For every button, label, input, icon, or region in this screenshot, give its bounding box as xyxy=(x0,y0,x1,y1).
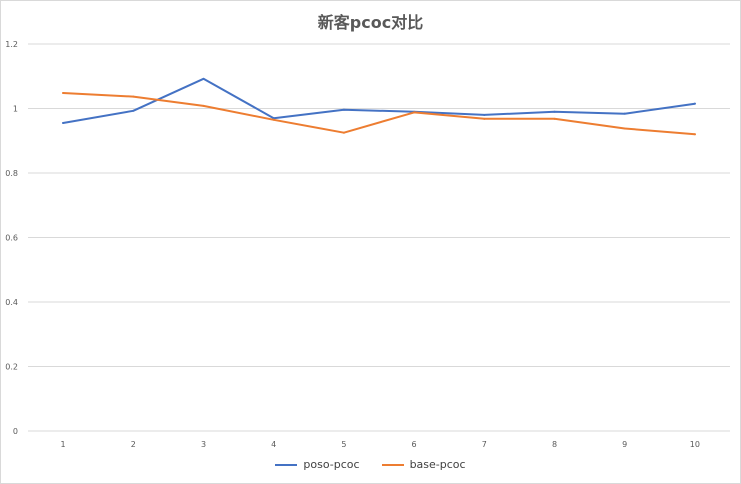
x-tick-label-9: 10 xyxy=(690,440,700,449)
x-tick-label-0: 1 xyxy=(61,440,66,449)
data-point-base-pcoc-10 xyxy=(693,133,696,136)
data-point-poso-pcoc-7 xyxy=(483,113,486,116)
x-tick-label-7: 8 xyxy=(552,440,557,449)
data-point-base-pcoc-6 xyxy=(413,111,416,114)
legend-swatch-poso-pcoc xyxy=(275,463,298,466)
legend-item-base-pcoc[interactable]: base-pcoc xyxy=(381,458,466,471)
series-line-poso-pcoc xyxy=(62,77,696,124)
legend-label-poso-pcoc: poso-pcoc xyxy=(303,458,360,471)
data-point-poso-pcoc-3 xyxy=(202,77,205,80)
data-point-base-pcoc-7 xyxy=(483,117,486,120)
data-point-poso-pcoc-5 xyxy=(342,108,345,111)
y-tick-label-6: 1.2 xyxy=(5,40,18,49)
series-line-base-pcoc xyxy=(62,92,696,136)
data-point-poso-pcoc-10 xyxy=(693,102,696,105)
data-point-base-pcoc-2 xyxy=(132,95,135,98)
legend: poso-pcoc base-pcoc xyxy=(1,458,740,471)
data-point-poso-pcoc-8 xyxy=(553,110,556,113)
data-point-base-pcoc-5 xyxy=(342,131,345,134)
chart-title: 新客pcoc对比 xyxy=(317,13,424,32)
y-tick-label-0: 0 xyxy=(13,427,18,436)
data-point-poso-pcoc-2 xyxy=(132,109,135,112)
y-tick-label-2: 0.4 xyxy=(5,298,18,307)
data-point-base-pcoc-4 xyxy=(272,118,275,121)
legend-item-poso-pcoc[interactable]: poso-pcoc xyxy=(275,458,360,471)
x-tick-label-4: 5 xyxy=(341,440,346,449)
data-point-base-pcoc-8 xyxy=(553,117,556,120)
data-point-base-pcoc-1 xyxy=(62,92,65,95)
x-tick-label-2: 3 xyxy=(201,440,206,449)
data-point-base-pcoc-9 xyxy=(623,127,626,130)
legend-label-base-pcoc: base-pcoc xyxy=(409,458,466,471)
x-tick-label-5: 6 xyxy=(412,440,417,449)
data-point-poso-pcoc-1 xyxy=(62,122,65,125)
legend-swatch-base-pcoc xyxy=(381,463,404,466)
x-tick-label-6: 7 xyxy=(482,440,487,449)
data-point-poso-pcoc-4 xyxy=(272,117,275,120)
x-tick-label-3: 4 xyxy=(271,440,276,449)
y-tick-label-3: 0.6 xyxy=(5,234,18,243)
x-tick-label-1: 2 xyxy=(131,440,136,449)
y-tick-label-5: 1 xyxy=(13,105,18,114)
y-tick-label-4: 0.8 xyxy=(5,169,18,178)
data-point-poso-pcoc-9 xyxy=(623,112,626,115)
x-tick-label-8: 9 xyxy=(622,440,627,449)
y-tick-label-1: 0.2 xyxy=(5,363,18,372)
data-point-base-pcoc-3 xyxy=(202,104,205,107)
